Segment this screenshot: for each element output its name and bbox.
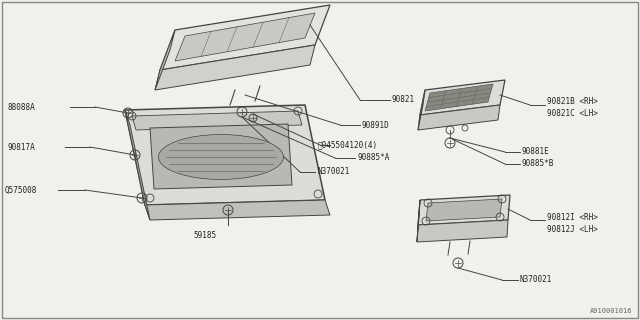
Polygon shape	[132, 111, 302, 130]
Polygon shape	[150, 124, 292, 189]
Text: 90885*B: 90885*B	[522, 159, 554, 169]
Ellipse shape	[159, 134, 284, 180]
Text: 90817A: 90817A	[8, 142, 36, 151]
Polygon shape	[417, 200, 420, 242]
Text: Ⓝ045504120(4): Ⓝ045504120(4)	[318, 140, 378, 149]
Polygon shape	[417, 220, 508, 242]
Polygon shape	[420, 80, 505, 115]
Polygon shape	[418, 195, 510, 225]
Text: N370021: N370021	[520, 276, 552, 284]
Text: 90891D: 90891D	[362, 121, 390, 130]
Polygon shape	[418, 105, 500, 130]
Text: 59185: 59185	[193, 230, 216, 239]
Text: 88088A: 88088A	[8, 102, 36, 111]
Polygon shape	[155, 45, 315, 90]
Text: N370021: N370021	[317, 167, 349, 177]
Polygon shape	[125, 110, 150, 220]
Text: 90812I <RH>: 90812I <RH>	[547, 212, 598, 221]
Text: A910001016: A910001016	[589, 308, 632, 314]
Text: 90812J <LH>: 90812J <LH>	[547, 225, 598, 234]
Polygon shape	[418, 90, 425, 130]
Text: 90821C <LH>: 90821C <LH>	[547, 109, 598, 118]
Polygon shape	[155, 30, 175, 90]
Text: Q575008: Q575008	[5, 186, 37, 195]
Text: 90821: 90821	[392, 95, 415, 105]
Polygon shape	[145, 200, 330, 220]
Polygon shape	[125, 105, 325, 205]
Polygon shape	[160, 5, 330, 70]
Polygon shape	[426, 199, 502, 221]
Text: 90885*A: 90885*A	[357, 154, 389, 163]
Text: 90881E: 90881E	[522, 148, 550, 156]
Polygon shape	[425, 84, 493, 111]
Polygon shape	[175, 13, 315, 61]
Text: 90821B <RH>: 90821B <RH>	[547, 98, 598, 107]
